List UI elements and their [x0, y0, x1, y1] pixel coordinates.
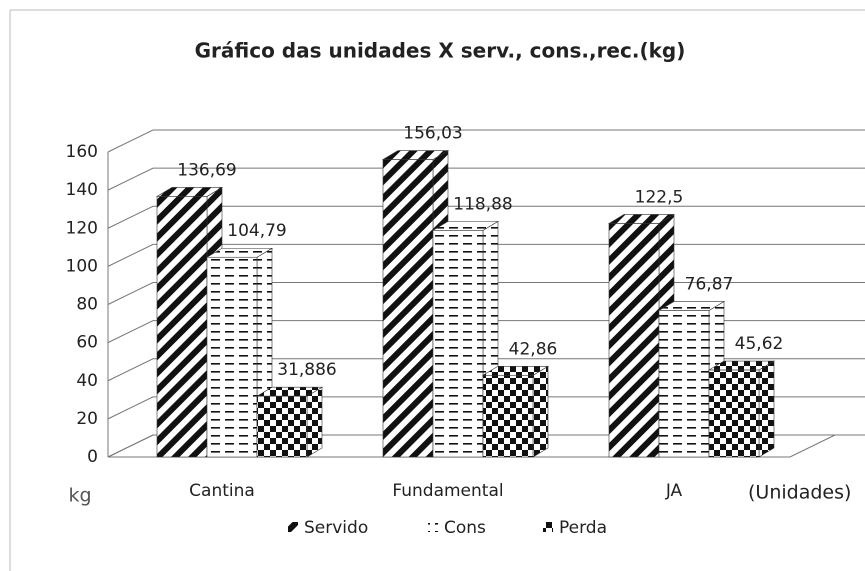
- bar: [256, 395, 308, 458]
- grid-line: [107, 167, 865, 191]
- data-label: 104,79: [227, 221, 286, 241]
- y-tick-label: 140: [66, 180, 98, 200]
- data-label: 156,03: [403, 124, 462, 144]
- y-tick-label: 0: [87, 447, 98, 467]
- legend-label: Servido: [304, 518, 368, 538]
- bar-side: [306, 386, 323, 458]
- x-tick-label: Fundamental: [392, 481, 503, 501]
- data-label: 42,86: [509, 339, 558, 359]
- chart-title: Gráfico das unidades X serv., cons.,rec.…: [195, 39, 686, 63]
- bar: [708, 369, 760, 458]
- y-tick-label: 40: [76, 371, 98, 391]
- y-tick-label: 160: [66, 142, 98, 162]
- data-label: 76,87: [685, 274, 734, 294]
- y-tick-label: 100: [66, 256, 98, 276]
- legend-swatch: [428, 522, 438, 532]
- data-label: 31,886: [277, 360, 336, 380]
- data-label: 118,88: [453, 194, 512, 214]
- frame: [9, 9, 865, 571]
- legend-label: Cons: [444, 518, 486, 538]
- grid-line: [107, 129, 865, 153]
- bar: [482, 374, 534, 458]
- bar: [156, 196, 208, 458]
- x-tick-label: JA: [665, 481, 683, 501]
- grid-line: [107, 205, 865, 229]
- legend-swatch: [543, 522, 553, 532]
- x-axis-label: (Unidades): [748, 482, 851, 504]
- legend-label: Perda: [559, 518, 607, 538]
- bar: [382, 159, 434, 458]
- y-tick-label: 80: [76, 295, 98, 315]
- y-tick-label: 120: [66, 218, 98, 238]
- legend-swatch: [288, 522, 298, 532]
- bar: [658, 310, 710, 458]
- y-axis-label: kg: [68, 485, 91, 507]
- data-label: 136,69: [177, 160, 236, 180]
- bar-side: [758, 360, 775, 458]
- data-label: 45,62: [735, 334, 784, 354]
- bar: [206, 256, 258, 458]
- x-tick-label: Cantina: [189, 481, 255, 501]
- data-label: 122,5: [635, 187, 684, 207]
- bar: [432, 230, 484, 458]
- y-tick-label: 20: [76, 409, 98, 429]
- y-tick-label: 60: [76, 333, 98, 353]
- bar-side: [532, 365, 549, 458]
- bar: [608, 223, 660, 458]
